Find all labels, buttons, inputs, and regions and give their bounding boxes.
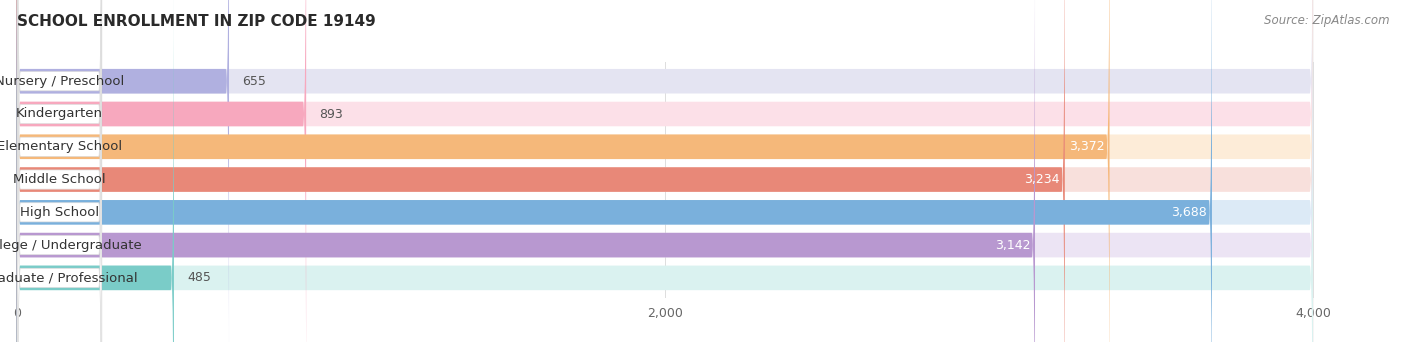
FancyBboxPatch shape [17, 0, 1035, 342]
Text: College / Undergraduate: College / Undergraduate [0, 239, 142, 252]
FancyBboxPatch shape [17, 0, 1313, 342]
FancyBboxPatch shape [17, 0, 101, 342]
Text: 3,688: 3,688 [1171, 206, 1208, 219]
Text: High School: High School [20, 206, 98, 219]
Text: 3,142: 3,142 [994, 239, 1031, 252]
FancyBboxPatch shape [17, 0, 1313, 342]
FancyBboxPatch shape [17, 0, 101, 342]
FancyBboxPatch shape [17, 0, 101, 342]
Text: 3,234: 3,234 [1025, 173, 1060, 186]
FancyBboxPatch shape [17, 0, 1064, 342]
Text: 655: 655 [242, 75, 266, 88]
Text: 3,372: 3,372 [1069, 140, 1105, 153]
Text: Elementary School: Elementary School [0, 140, 122, 153]
Text: SCHOOL ENROLLMENT IN ZIP CODE 19149: SCHOOL ENROLLMENT IN ZIP CODE 19149 [17, 14, 375, 29]
Text: 893: 893 [319, 107, 343, 120]
Text: Middle School: Middle School [13, 173, 105, 186]
FancyBboxPatch shape [17, 0, 101, 342]
FancyBboxPatch shape [17, 0, 174, 342]
FancyBboxPatch shape [17, 0, 1313, 342]
FancyBboxPatch shape [17, 0, 1313, 342]
FancyBboxPatch shape [17, 0, 1313, 342]
FancyBboxPatch shape [17, 0, 1313, 342]
FancyBboxPatch shape [17, 0, 101, 342]
FancyBboxPatch shape [17, 0, 307, 342]
Text: Source: ZipAtlas.com: Source: ZipAtlas.com [1264, 14, 1389, 27]
FancyBboxPatch shape [17, 0, 1212, 342]
FancyBboxPatch shape [17, 0, 1109, 342]
Text: Nursery / Preschool: Nursery / Preschool [0, 75, 124, 88]
FancyBboxPatch shape [17, 0, 101, 342]
FancyBboxPatch shape [17, 0, 229, 342]
FancyBboxPatch shape [17, 0, 101, 342]
Text: Graduate / Professional: Graduate / Professional [0, 271, 138, 285]
Text: 485: 485 [187, 271, 211, 285]
FancyBboxPatch shape [17, 0, 1313, 342]
Text: Kindergarten: Kindergarten [15, 107, 103, 120]
